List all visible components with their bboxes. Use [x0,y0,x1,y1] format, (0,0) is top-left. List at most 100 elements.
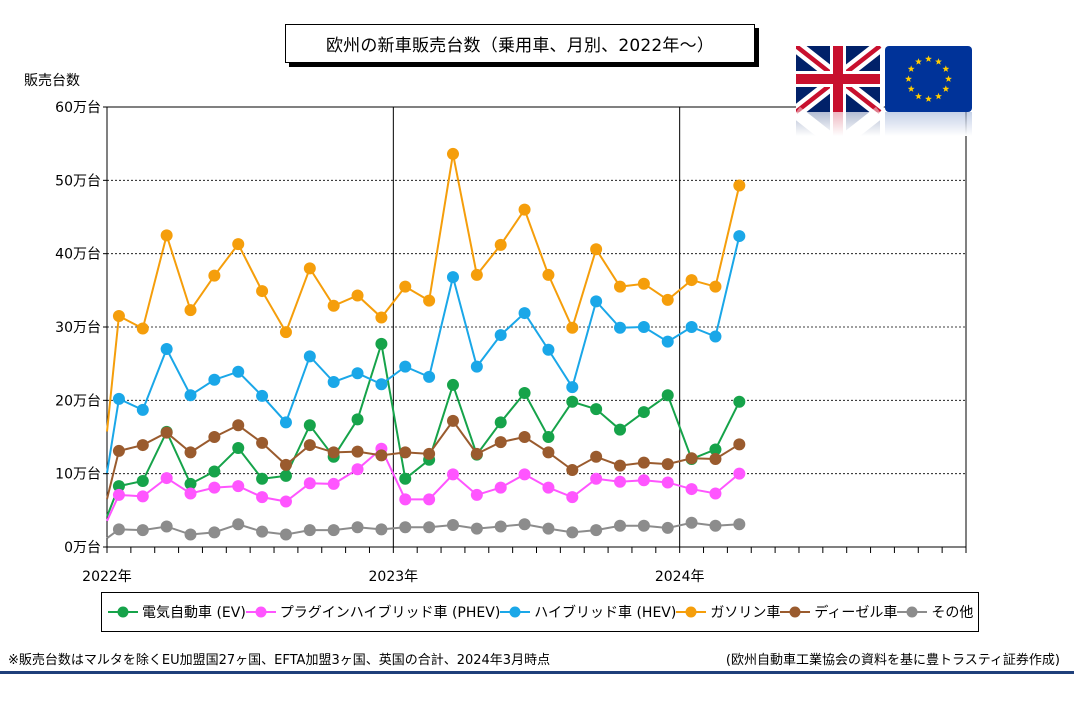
data-point [279,416,292,429]
data-point [470,360,483,373]
data-point [136,403,149,416]
data-point [614,475,627,488]
legend-label: 電気自動車 (EV) [142,605,246,621]
legend-item: ガソリン車 [676,602,780,622]
data-point [351,463,364,476]
legend-item: その他 [897,602,973,622]
data-point [279,528,292,541]
data-point [160,343,173,355]
data-point [112,310,125,322]
data-point [232,238,245,251]
data-point [232,442,245,454]
data-point [446,378,459,391]
data-point [256,472,269,485]
line-chart: 0万台 10万台 20万台 30万台 40万台 50万台 60万台 2022年 2023年 202… [55,100,967,585]
data-point [351,289,364,302]
data-point [661,293,674,306]
data-point [566,491,579,504]
chart-title: 欧州の新車販売台数（乗用車、月別、2022年～） [285,24,755,63]
data-point [399,472,412,485]
data-point [351,367,364,380]
data-point [566,381,579,394]
series-lead-in [106,315,120,432]
data-point [351,521,364,534]
y-tick-label: 30万台 [55,320,101,336]
source-note: (欧州自動車工業協会の資料を基に豊トラスティ証券作成) [725,653,1060,668]
data-point [470,447,483,460]
data-point [208,481,221,494]
chart-legend: 電気自動車 (EV) プラグインハイブリッド車 (PHEV) ハイブリッド車 (HE… [101,592,979,632]
data-point [279,495,292,508]
data-point [614,280,627,293]
data-point [566,321,579,334]
data-point [375,523,388,536]
data-point [637,456,650,469]
data-point [494,238,507,251]
data-point [542,431,555,443]
data-point [112,444,125,457]
eu-star [942,65,950,72]
data-point [590,243,603,256]
data-point [423,447,436,460]
legend-swatch [676,606,707,618]
data-point [208,269,221,282]
data-point [327,376,340,388]
data-point [184,477,197,490]
data-point [351,413,364,426]
data-point [709,280,722,293]
legend-swatch [780,606,811,618]
eu-flag-icon [885,46,972,136]
data-point [232,365,245,378]
data-point [160,472,173,485]
eu-star [915,92,922,100]
data-point [542,343,555,356]
data-point [232,419,245,432]
legend-label: その他 [931,605,974,621]
eu-star [907,85,915,92]
data-point [566,395,579,408]
data-point [160,229,173,242]
data-point [590,524,603,537]
data-point [184,389,197,402]
data-point [446,271,459,284]
data-point [661,476,674,489]
legend-label: ハイブリッド車 (HEV) [534,605,677,621]
legend-item: 電気自動車 (EV) [108,602,246,622]
y-tick-label: 60万台 [55,100,101,116]
data-point [542,481,555,494]
data-point [375,449,388,462]
data-point [733,179,746,192]
data-point [423,521,436,534]
data-point [279,458,292,471]
data-point [375,337,388,350]
data-point [136,490,149,503]
data-point [518,203,531,216]
data-point [399,360,412,373]
data-point [518,431,531,443]
axis-layer: 0万台 10万台 20万台 30万台 40万台 50万台 60万台 2022年 2023年 202… [55,100,967,585]
data-point [256,491,269,504]
legend-swatch [897,606,928,618]
data-point [685,321,698,333]
data-point [733,438,746,451]
eu-star [915,58,922,65]
data-point [494,481,507,494]
legend-label: ガソリン車 [710,605,781,621]
data-point [733,230,746,243]
data-point [614,459,627,472]
data-point [279,326,292,339]
data-point [470,268,483,281]
data-point [733,518,746,531]
data-point [327,446,340,459]
data-point [327,524,340,537]
x-tick-label: 2022年 [82,569,132,585]
series [106,516,746,541]
y-tick-label: 10万台 [55,467,101,483]
data-point [399,280,412,293]
data-point [184,304,197,317]
data-point [399,493,412,506]
data-point [160,520,173,533]
data-point [661,458,674,471]
data-point [685,274,698,287]
data-point [303,350,316,363]
